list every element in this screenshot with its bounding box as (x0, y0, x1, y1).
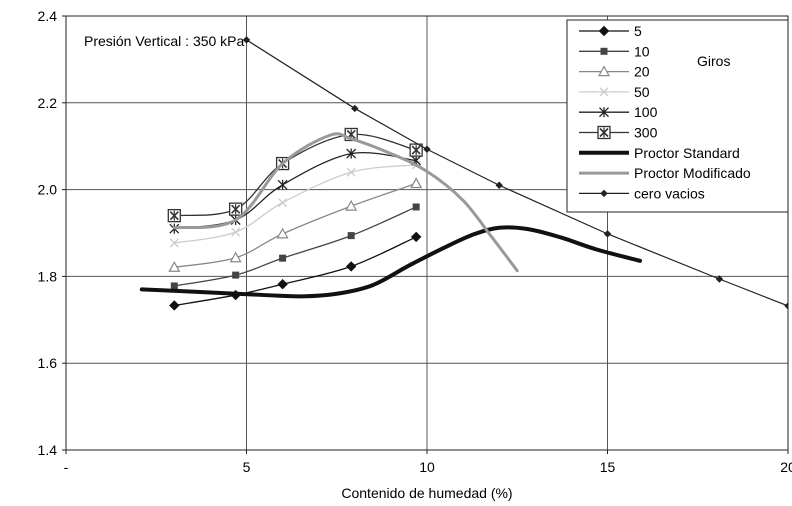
annotation-text: Presión Vertical : 350 kPa (84, 33, 245, 49)
legend-label: 10 (634, 43, 650, 59)
legend-label: 20 (634, 64, 650, 80)
legend-item-proctor-standard: Proctor Standard (579, 145, 740, 161)
legend-item-50: 50 (579, 84, 650, 100)
point-marker (231, 227, 241, 237)
series-10 (170, 203, 420, 290)
y-tick-label: 2.0 (38, 182, 58, 198)
point-marker (277, 179, 288, 190)
series-cero-vacios (242, 36, 788, 310)
point-marker (603, 230, 612, 238)
x-tick-label: 20 (780, 459, 792, 475)
y-tick-label: 1.6 (38, 355, 58, 371)
point-marker (345, 261, 357, 272)
legend-item-100: 100 (579, 104, 658, 120)
x-tick-label: 10 (419, 459, 435, 475)
point-marker (598, 25, 610, 37)
point-marker (276, 227, 289, 239)
marker-stroke (278, 198, 288, 208)
series-layer (139, 36, 788, 311)
series-proctor-standard (139, 225, 642, 299)
legend-item-20: 20 (579, 64, 650, 80)
series-20 (168, 177, 423, 272)
legend-item-10: 10 (579, 43, 650, 59)
point-marker (784, 302, 788, 310)
point-marker (232, 271, 240, 279)
point-marker (279, 254, 287, 262)
point-marker (169, 300, 180, 311)
point-marker (351, 104, 359, 113)
point-marker (423, 145, 431, 153)
point-marker (345, 199, 358, 211)
y-tick-label: 2.2 (38, 95, 58, 111)
x-tick-label: 15 (600, 459, 616, 475)
x-tick-label: 5 (243, 459, 251, 475)
legend-label: Proctor Modificado (634, 165, 751, 181)
point-marker (167, 208, 181, 223)
legend-label: 100 (634, 104, 658, 120)
point-marker (599, 87, 609, 97)
series-line (172, 132, 519, 273)
y-tick-label: 1.4 (38, 442, 58, 458)
marker-stroke (599, 87, 609, 97)
marker-stroke (346, 167, 356, 177)
point-marker (242, 36, 251, 44)
legend-item-proctor-modificado: Proctor Modificado (579, 165, 751, 181)
point-marker (410, 177, 423, 189)
point-marker (168, 261, 181, 272)
axis-layer: 1.4 1.6 1.8 2.0 2.2 2.4 - 5 10 15 20 (38, 8, 792, 475)
point-marker (229, 251, 242, 263)
point-marker (412, 203, 420, 211)
y-tick-label: 1.8 (38, 268, 58, 284)
point-marker (409, 143, 423, 157)
legend-item-300: 300 (579, 125, 658, 141)
x-tick-label: - (64, 459, 69, 475)
point-marker (346, 148, 357, 159)
legend: 5 10 20 50 100 300 Proctor Standard Proctor Mod… (566, 19, 789, 213)
point-marker (278, 198, 288, 208)
series-line (139, 225, 642, 299)
series-proctor-modificado (172, 132, 519, 273)
point-marker (170, 282, 178, 290)
legend-item-5: 5 (579, 23, 642, 39)
grid-layer (66, 16, 788, 450)
legend-label: 300 (634, 125, 658, 141)
point-marker (597, 65, 611, 77)
y-tick-label: 2.4 (38, 8, 58, 24)
marker-stroke (169, 238, 179, 248)
legend-label: 50 (634, 84, 650, 100)
legend-item-cero-vacios: cero vacios (579, 185, 705, 201)
point-marker (169, 238, 179, 248)
legend-label: cero vacios (634, 185, 705, 201)
point-marker (346, 167, 356, 177)
point-marker (600, 47, 608, 55)
point-marker (495, 181, 503, 189)
legend-label: Proctor Standard (634, 145, 740, 161)
point-marker (597, 125, 611, 140)
marker-stroke (231, 227, 241, 237)
point-marker (347, 232, 355, 240)
point-marker (229, 202, 243, 216)
point-marker (410, 231, 422, 243)
legend-group-label: Giros (697, 53, 730, 69)
point-marker (715, 275, 724, 283)
legend-label: 5 (634, 23, 642, 39)
point-marker (599, 107, 609, 118)
point-marker (600, 189, 608, 198)
point-marker (277, 279, 288, 290)
x-axis-title: Contenido de humedad (%) (341, 485, 512, 501)
